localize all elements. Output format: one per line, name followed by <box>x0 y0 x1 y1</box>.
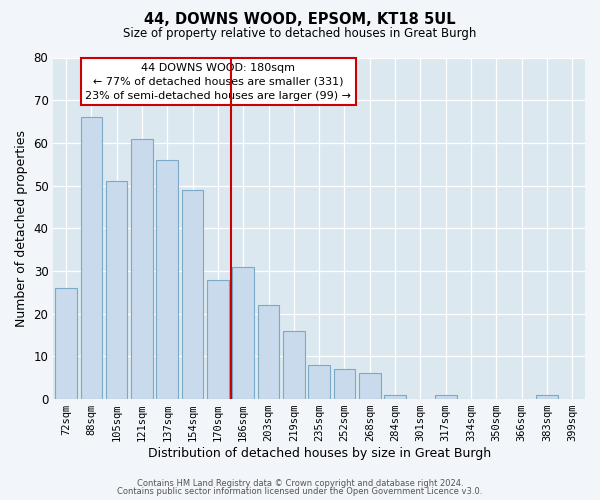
Text: Contains HM Land Registry data © Crown copyright and database right 2024.: Contains HM Land Registry data © Crown c… <box>137 478 463 488</box>
Y-axis label: Number of detached properties: Number of detached properties <box>15 130 28 327</box>
Bar <box>131 138 152 399</box>
Text: 44 DOWNS WOOD: 180sqm
← 77% of detached houses are smaller (331)
23% of semi-det: 44 DOWNS WOOD: 180sqm ← 77% of detached … <box>85 62 351 100</box>
X-axis label: Distribution of detached houses by size in Great Burgh: Distribution of detached houses by size … <box>148 447 491 460</box>
Bar <box>435 395 457 399</box>
Bar <box>283 331 305 399</box>
Bar <box>106 182 127 399</box>
Bar <box>385 395 406 399</box>
Text: 44, DOWNS WOOD, EPSOM, KT18 5UL: 44, DOWNS WOOD, EPSOM, KT18 5UL <box>144 12 456 28</box>
Bar <box>232 266 254 399</box>
Bar <box>55 288 77 399</box>
Bar <box>359 374 380 399</box>
Bar <box>258 305 279 399</box>
Bar <box>182 190 203 399</box>
Bar <box>308 365 330 399</box>
Bar <box>536 395 558 399</box>
Text: Size of property relative to detached houses in Great Burgh: Size of property relative to detached ho… <box>124 28 476 40</box>
Bar <box>334 369 355 399</box>
Bar <box>80 118 102 399</box>
Bar <box>207 280 229 399</box>
Text: Contains public sector information licensed under the Open Government Licence v3: Contains public sector information licen… <box>118 487 482 496</box>
Bar <box>157 160 178 399</box>
